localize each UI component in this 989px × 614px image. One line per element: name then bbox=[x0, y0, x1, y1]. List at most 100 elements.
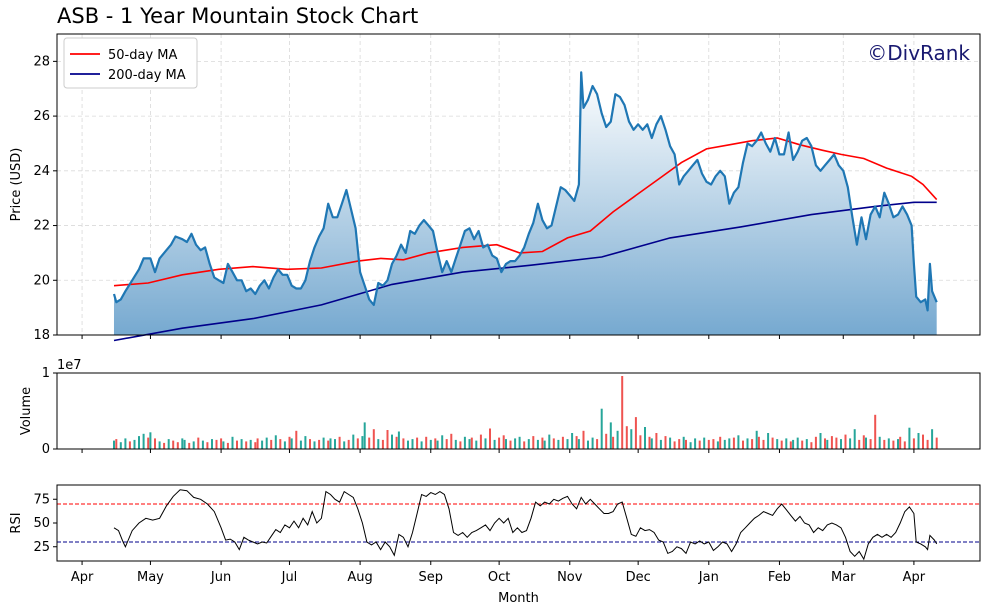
volume-bar bbox=[459, 441, 462, 449]
volume-bar bbox=[582, 430, 585, 449]
divrank-watermark: ©DivRank bbox=[867, 41, 970, 65]
volume-bar bbox=[514, 438, 517, 449]
volume-bar bbox=[552, 438, 555, 449]
volume-bar bbox=[609, 422, 612, 449]
volume-bar bbox=[596, 439, 599, 449]
volume-bar bbox=[801, 440, 804, 449]
rsi-ytick-label: 50 bbox=[33, 516, 50, 531]
volume-bar bbox=[899, 436, 902, 449]
volume-bar bbox=[780, 440, 783, 449]
price-ytick-label: 28 bbox=[33, 54, 50, 69]
rsi-ytick-label: 75 bbox=[33, 492, 50, 507]
volume-bar bbox=[887, 438, 890, 449]
volume-bar bbox=[685, 439, 687, 449]
volume-bar bbox=[368, 437, 371, 449]
volume-bar bbox=[878, 436, 881, 449]
volume-bar bbox=[479, 434, 482, 449]
price-line bbox=[112, 71, 938, 312]
volume-bar bbox=[395, 436, 398, 449]
volume-bar bbox=[650, 438, 653, 449]
volume-bar bbox=[436, 440, 439, 449]
month-tick-label: Feb bbox=[768, 570, 791, 585]
volume-bar bbox=[703, 437, 706, 449]
volume-bar bbox=[484, 438, 487, 449]
legend-label-ma200: 200-day MA bbox=[108, 68, 186, 83]
volume-bar bbox=[587, 440, 589, 449]
volume-bar bbox=[532, 436, 535, 449]
volume-bar bbox=[762, 439, 765, 449]
volume-bar bbox=[869, 439, 872, 449]
volume-bar bbox=[149, 432, 152, 449]
volume-bar bbox=[434, 438, 437, 449]
volume-bar bbox=[723, 439, 726, 449]
volume-bar bbox=[792, 439, 795, 449]
volume-bar bbox=[917, 433, 920, 449]
month-tick-label: Apr bbox=[903, 570, 926, 585]
volume-bar bbox=[505, 439, 507, 449]
month-tick-label: Dec bbox=[626, 570, 651, 585]
month-tick-label: Oct bbox=[488, 570, 510, 585]
volume-bar bbox=[222, 441, 225, 449]
volume-bar bbox=[830, 436, 833, 449]
volume-bar bbox=[215, 439, 218, 449]
volume-bar bbox=[391, 434, 393, 449]
volume-bar bbox=[605, 433, 608, 449]
month-tick-label: Nov bbox=[557, 570, 583, 585]
volume-bar bbox=[591, 437, 594, 449]
volume-bar bbox=[475, 440, 478, 449]
volume-bar bbox=[776, 439, 779, 449]
volume-bar bbox=[908, 427, 911, 449]
volume-bar bbox=[935, 437, 938, 449]
volume-bar bbox=[518, 436, 521, 449]
volume-bar bbox=[158, 441, 161, 449]
volume-bar bbox=[381, 439, 384, 449]
volume-bar bbox=[523, 441, 526, 449]
volume-bar bbox=[746, 438, 749, 449]
volume-bar bbox=[897, 439, 899, 449]
x-axis-label: Month bbox=[498, 591, 539, 606]
volume-bar bbox=[256, 438, 259, 449]
volume-bar bbox=[669, 437, 672, 449]
volume-bar bbox=[767, 433, 770, 449]
volume-bar bbox=[361, 436, 364, 449]
volume-bar bbox=[201, 440, 204, 449]
legend-box bbox=[63, 37, 198, 89]
volume-bar bbox=[138, 436, 140, 449]
volume-bar bbox=[397, 431, 400, 449]
volume-bar bbox=[206, 442, 209, 449]
volume-bar bbox=[493, 439, 496, 449]
volume-bar bbox=[343, 441, 346, 449]
volume-bar bbox=[621, 376, 624, 449]
volume-bar bbox=[470, 437, 473, 449]
volume-bar bbox=[502, 435, 505, 449]
volume-bar bbox=[167, 439, 170, 449]
volume-bar bbox=[299, 440, 302, 449]
volume-bar bbox=[313, 441, 316, 449]
month-tick-label: Jan bbox=[698, 570, 719, 585]
volume-bar bbox=[226, 442, 229, 449]
chart-title: ASB - 1 Year Mountain Stock Chart bbox=[57, 4, 419, 28]
volume-bar bbox=[322, 437, 325, 449]
volume-bar bbox=[644, 427, 646, 449]
rsi-ylabel: RSI bbox=[9, 512, 24, 533]
volume-bar bbox=[707, 439, 710, 449]
volume-bar bbox=[377, 439, 380, 449]
volume-bar bbox=[557, 439, 560, 449]
volume-bar bbox=[926, 439, 929, 449]
volume-bar bbox=[249, 439, 252, 449]
volume-bar bbox=[814, 436, 817, 449]
volume-bar bbox=[236, 440, 238, 449]
volume-bar bbox=[133, 439, 136, 449]
volume-bar bbox=[270, 439, 273, 449]
volume-bar bbox=[441, 435, 444, 449]
volume-bar bbox=[295, 430, 298, 449]
volume-bar bbox=[347, 439, 350, 449]
volume-bar bbox=[785, 438, 788, 449]
volume-bar bbox=[411, 439, 414, 449]
price-ylabel: Price (USD) bbox=[9, 148, 24, 222]
volume-bar bbox=[334, 439, 336, 449]
volume-bar bbox=[363, 422, 366, 449]
volume-bar bbox=[279, 439, 282, 449]
volume-bar bbox=[639, 435, 642, 449]
